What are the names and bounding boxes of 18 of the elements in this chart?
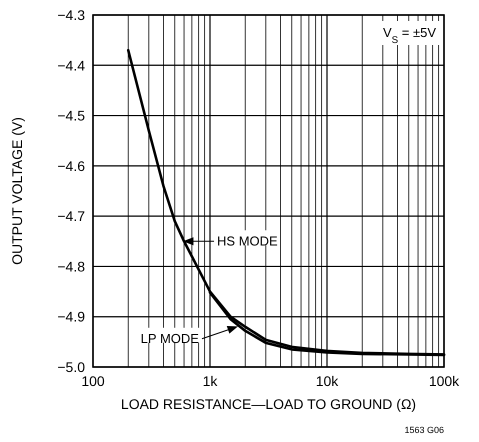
text: 1563 G06 <box>404 425 444 435</box>
y-tick-label: −4.7 <box>57 208 86 224</box>
annotation: V$_{S}$ = ±5V <box>382 25 436 46</box>
y-tick-label: −5.0 <box>57 359 86 375</box>
y-tick-label: −4.8 <box>57 258 86 274</box>
y-tick-label: −4.6 <box>57 158 86 174</box>
y-tick-label: −4.3 <box>57 7 86 23</box>
y-tick-label: −4.5 <box>57 108 86 124</box>
x-tick-label: 10k <box>316 373 340 389</box>
annotation: LP MODE <box>140 330 200 346</box>
x-tick-label: 100 <box>81 373 105 389</box>
x-tick-label: 100k <box>428 373 460 389</box>
x-tick-label: 1k <box>202 373 218 389</box>
y-tick-label: −4.4 <box>57 57 86 74</box>
y-tick-label: −4.9 <box>57 308 86 325</box>
x-axis-title: LOAD RESISTANCE—LOAD TO GROUND (Ω) <box>120 396 416 412</box>
y-axis-title: OUTPUT VOLTAGE (V) <box>9 117 25 265</box>
annotation: HS MODE <box>217 233 278 248</box>
